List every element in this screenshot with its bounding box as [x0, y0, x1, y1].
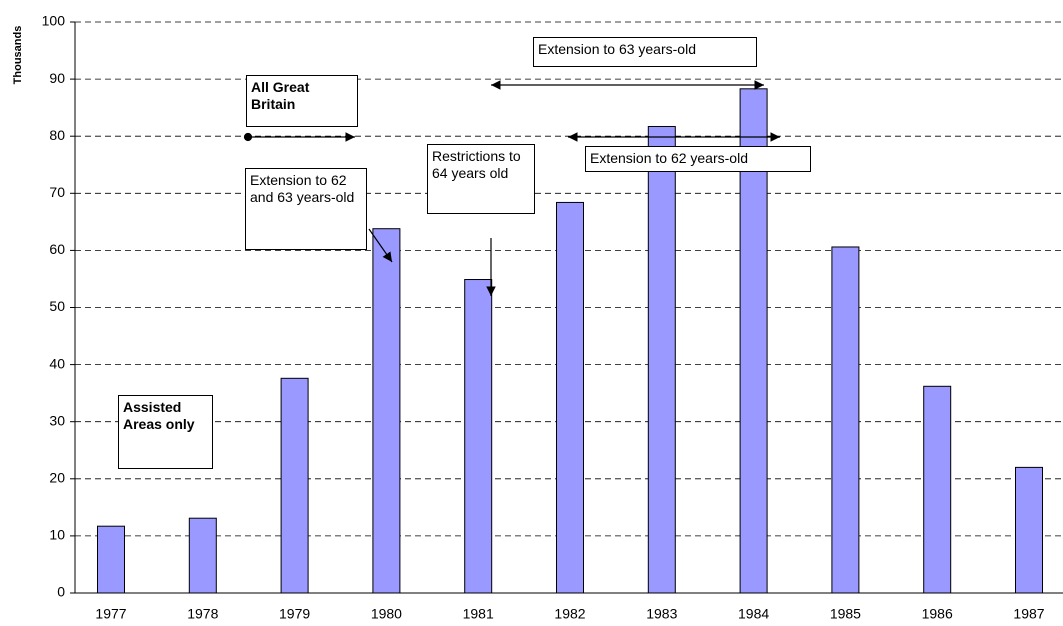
annotation: Extension to 62 years-old	[585, 146, 811, 172]
bar	[188, 517, 217, 594]
x-tick-label: 1981	[463, 606, 494, 622]
bar	[372, 228, 401, 594]
bar	[97, 525, 125, 594]
bar	[280, 377, 309, 594]
x-tick-label: 1977	[95, 606, 126, 622]
y-axis-label: Thousands	[12, 26, 24, 85]
x-tick-label: 1985	[830, 606, 861, 622]
bar	[831, 246, 860, 594]
x-tick-label: 1986	[922, 606, 953, 622]
bar	[647, 125, 676, 594]
annotation: Extension to 63 years-old	[533, 37, 757, 67]
y-tick-label: 20	[49, 470, 65, 486]
x-tick-label: 1983	[646, 606, 677, 622]
annotation: Extension to 62 and 63 years-old	[245, 168, 367, 250]
annotation-arrows	[243, 80, 780, 296]
x-tick-label: 1982	[554, 606, 585, 622]
x-tick-label: 1987	[1013, 606, 1044, 622]
y-tick-label: 80	[49, 127, 65, 143]
y-tick-label: 0	[57, 584, 65, 600]
x-tick-label: 1979	[279, 606, 310, 622]
y-tick-label: 60	[49, 241, 65, 257]
bar	[923, 385, 952, 594]
bar	[1015, 466, 1043, 594]
x-tick-label: 1978	[187, 606, 218, 622]
x-tick-label: 1984	[738, 606, 769, 622]
annotation: All Great Britain	[246, 75, 358, 127]
y-tick-label: 10	[49, 527, 65, 543]
annotation: Restrictions to 64 years old	[427, 144, 535, 214]
bar	[556, 201, 584, 594]
y-tick-label: 70	[49, 184, 65, 200]
bar	[464, 279, 493, 594]
y-tick-label: 40	[49, 355, 65, 371]
x-tick-label: 1980	[371, 606, 402, 622]
y-tick-label: 50	[49, 298, 65, 314]
annotation: Assisted Areas only	[118, 395, 213, 469]
y-tick-label: 100	[42, 13, 66, 29]
y-tick-label: 90	[49, 70, 65, 86]
y-tick-label: 30	[49, 412, 65, 428]
